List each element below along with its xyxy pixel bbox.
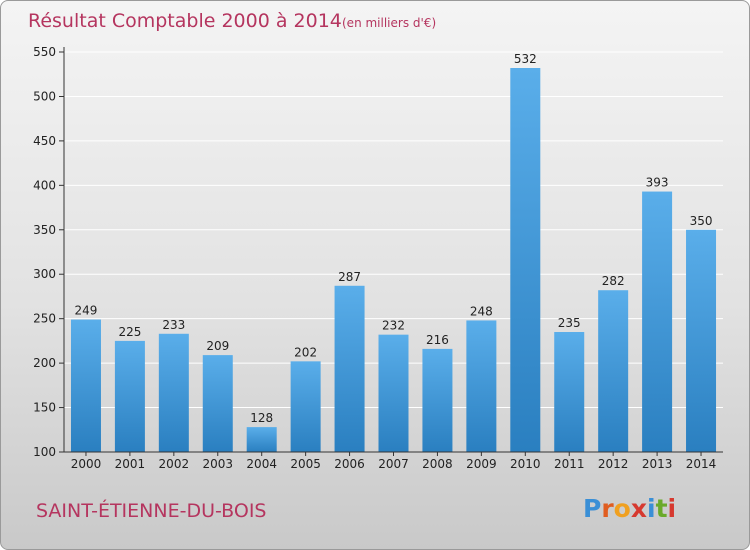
bar-value-label: 216 [426,333,449,347]
bar-value-label: 209 [206,339,229,353]
y-tick-label: 350 [33,223,56,237]
logo-letter: P [583,494,601,523]
logo-letter: i [668,494,677,523]
bar-2011 [554,332,585,452]
x-axis-labels: 2000 2001 2002 2003 2004 2005 2006 2007 2008 2009… [71,452,717,471]
bar-2010 [510,68,541,452]
bar-2008 [422,348,453,452]
bar-value-label: 232 [382,319,405,333]
x-tick-label: 2011 [554,457,585,471]
bar-2013 [642,191,673,453]
x-tick-label: 2000 [71,457,102,471]
x-tick-label: 2007 [378,457,409,471]
bar-2000 [70,319,101,452]
bar-2006 [334,285,365,452]
y-axis-ticks: 100 150 200 250 300 350 400 450 500 550 [33,45,64,459]
bar-2007 [378,334,409,452]
bar-2012 [598,290,629,452]
logo-letter: r [601,494,614,523]
y-tick-label: 250 [33,312,56,326]
bar-2014 [686,229,717,452]
bar-value-label: 287 [338,270,361,284]
bar-2003 [202,355,233,452]
bar-value-label: 235 [558,316,581,330]
x-tick-label: 2013 [642,457,673,471]
bar-value-label: 249 [75,304,98,318]
x-tick-label: 2002 [159,457,190,471]
logo-letter: o [614,494,631,523]
bar-2009 [466,320,497,452]
bar-value-label: 225 [118,325,141,339]
y-tick-label: 150 [33,401,56,415]
bar-value-label: 393 [646,176,669,190]
bar-value-label: 350 [690,214,713,228]
bar-value-label: 233 [162,318,185,332]
y-tick-label: 500 [33,89,56,103]
x-tick-label: 2004 [246,457,277,471]
x-tick-label: 2008 [422,457,453,471]
x-tick-label: 2005 [290,457,321,471]
y-tick-label: 300 [33,267,56,281]
bar-value-label: 248 [470,304,493,318]
bar-2004 [246,427,277,452]
bars: 249 225 233 209 128 202 287 232 216 248 532 235 282 3… [70,52,717,453]
x-tick-label: 2001 [115,457,146,471]
chart-title: Résultat Comptable 2000 à 2014 [28,10,342,32]
x-tick-label: 2003 [202,457,233,471]
x-tick-label: 2006 [334,457,365,471]
bar-value-label: 532 [514,52,537,66]
bar-value-label: 282 [602,274,625,288]
bar-2002 [158,333,189,452]
y-tick-label: 450 [33,134,56,148]
bar-value-label: 128 [250,411,273,425]
x-tick-label: 2014 [686,457,717,471]
y-tick-label: 200 [33,356,56,370]
logo-letter: x [631,494,647,523]
y-tick-label: 550 [33,45,56,59]
x-tick-label: 2010 [510,457,541,471]
x-tick-label: 2012 [598,457,629,471]
bar-2005 [290,361,321,452]
logo-letter: t [656,494,668,523]
proxiti-logo: Proxiti [583,494,676,523]
commune-name: SAINT-ÉTIENNE-DU-BOIS [36,499,267,522]
y-tick-label: 400 [33,178,56,192]
chart-subtitle: (en milliers d'€) [342,16,436,30]
x-tick-label: 2009 [466,457,497,471]
bar-value-label: 202 [294,345,317,359]
logo-letter: i [647,494,656,523]
bar-2001 [114,340,145,452]
y-tick-label: 100 [33,445,56,459]
